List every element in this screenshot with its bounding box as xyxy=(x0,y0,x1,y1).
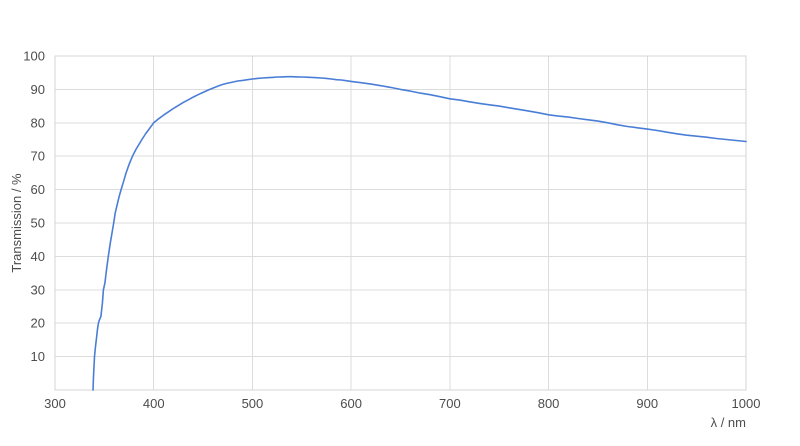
y-tick-label: 30 xyxy=(31,282,45,297)
y-tick-label: 80 xyxy=(31,115,45,130)
x-tick-label: 700 xyxy=(439,396,461,411)
x-tick-label: 300 xyxy=(44,396,66,411)
x-tick-label: 900 xyxy=(636,396,658,411)
y-tick-label: 70 xyxy=(31,149,45,164)
y-axis-title: Transmission / % xyxy=(9,173,24,273)
y-tick-label: 40 xyxy=(31,249,45,264)
y-tick-label: 20 xyxy=(31,316,45,331)
x-tick-label: 600 xyxy=(340,396,362,411)
x-axis-title: λ / nm xyxy=(711,415,746,430)
tick-label-layer: 300 400 500 600 700 800 900 1000 10 20 30 40 50 60 70 8… xyxy=(23,49,760,412)
transmission-curve xyxy=(92,75,747,391)
y-tick-label: 100 xyxy=(23,49,45,64)
y-tick-label: 60 xyxy=(31,182,45,197)
grid-layer xyxy=(54,55,747,391)
x-tick-label: 400 xyxy=(143,396,165,411)
y-tick-label: 90 xyxy=(31,82,45,97)
y-tick-label: 50 xyxy=(31,216,45,231)
x-tick-label: 1000 xyxy=(732,396,761,411)
x-tick-label: 500 xyxy=(242,396,264,411)
plot-border xyxy=(54,55,747,391)
y-tick-label: 10 xyxy=(31,349,45,364)
x-tick-label: 800 xyxy=(538,396,560,411)
series-layer xyxy=(92,75,747,391)
